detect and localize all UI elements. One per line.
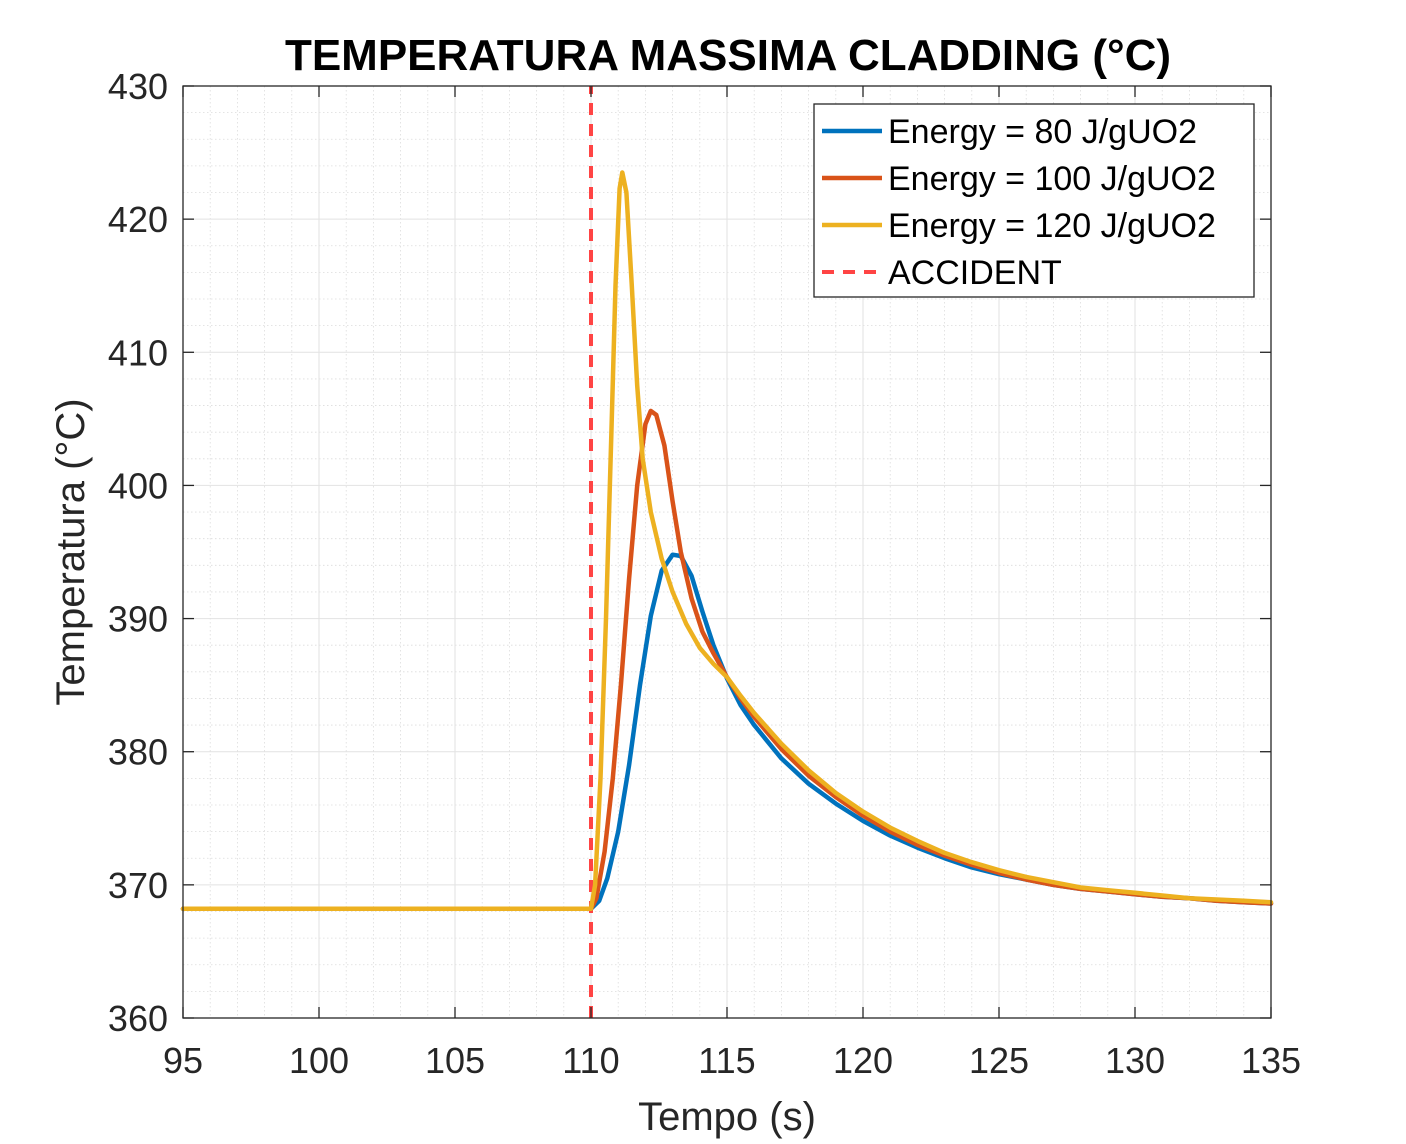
legend-label: Energy = 100 J/gUO2 <box>888 160 1216 198</box>
x-tick-label: 100 <box>289 1040 349 1081</box>
x-tick-label: 95 <box>163 1040 203 1081</box>
legend-label: ACCIDENT <box>888 254 1062 292</box>
series-line-2 <box>180 170 1274 912</box>
x-tick-labels: 95 100 105 110 115 120 125 130 135 <box>163 1040 1301 1081</box>
x-tick-label: 115 <box>698 1040 755 1081</box>
x-tick-label: 120 <box>833 1040 893 1081</box>
legend-label: Energy = 80 J/gUO2 <box>888 113 1197 151</box>
series-layer <box>180 86 1274 1018</box>
x-tick-label: 110 <box>562 1040 619 1081</box>
y-tick-label: 420 <box>108 199 168 240</box>
tick-marks <box>182 85 1272 1019</box>
y-tick-label: 390 <box>108 599 168 640</box>
y-tick-labels: 360 370 380 390 400 410 420 430 <box>108 66 168 1039</box>
y-tick-label: 410 <box>108 332 168 373</box>
y-tick-label: 430 <box>108 66 168 107</box>
y-tick-label: 370 <box>108 865 168 906</box>
x-tick-label: 125 <box>969 1040 1029 1081</box>
legend-label: Energy = 120 J/gUO2 <box>888 207 1216 245</box>
x-tick-label: 105 <box>425 1040 485 1081</box>
x-tick-label: 130 <box>1105 1040 1165 1081</box>
y-tick-label: 400 <box>108 465 168 506</box>
legend-box <box>813 103 1255 298</box>
y-axis-label: Temperatura (°C) <box>49 398 93 705</box>
y-tick-label: 360 <box>108 998 168 1039</box>
x-tick-label: 135 <box>1241 1040 1301 1081</box>
x-axis-label: Tempo (s) <box>638 1095 816 1139</box>
chart-title: TEMPERATURA MASSIMA CLADDING (°C) <box>285 31 1171 80</box>
legend: Energy = 80 J/gUO2 Energy = 100 J/gUO2 Ene… <box>813 103 1255 298</box>
y-tick-label: 380 <box>108 732 168 773</box>
